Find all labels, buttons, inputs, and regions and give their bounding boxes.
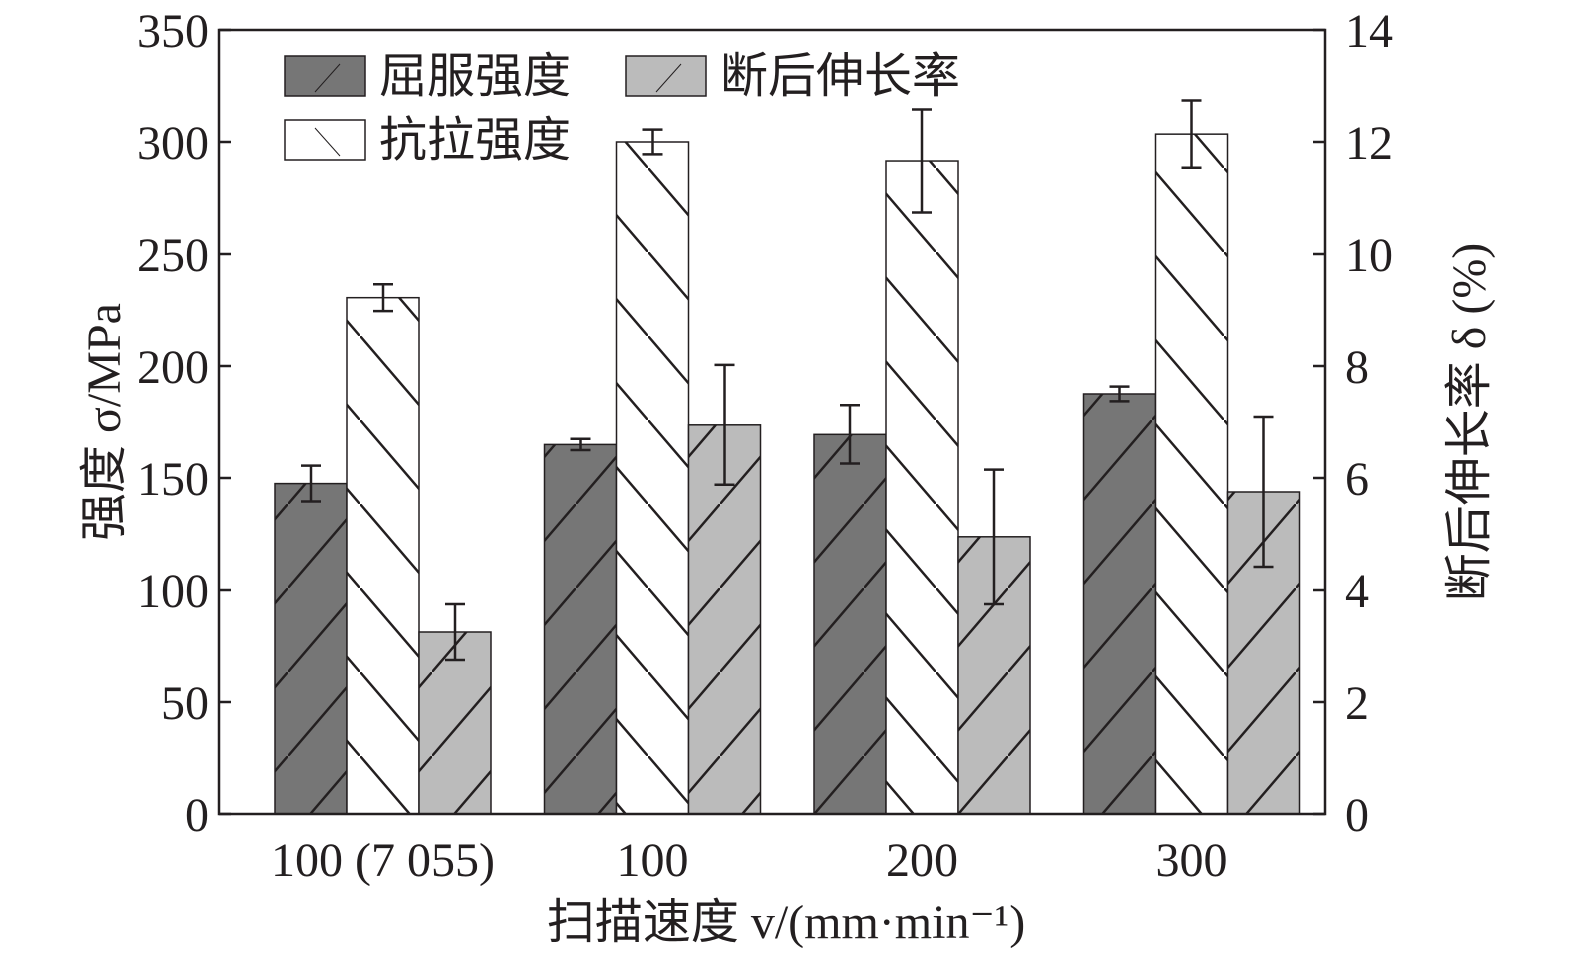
bar-hatch — [616, 142, 689, 814]
x-tick-label: 300 — [1156, 834, 1228, 887]
y-right-tick-label: 0 — [1345, 789, 1369, 842]
bar-hatch — [814, 434, 886, 814]
y-tick-label: 50 — [161, 677, 209, 730]
y-tick-label: 150 — [137, 453, 209, 506]
bar-hatch — [347, 297, 419, 814]
x-tick-label: 100 (7 055) — [271, 834, 495, 887]
y-right-tick-label: 10 — [1345, 229, 1393, 282]
y-tick-label: 300 — [137, 117, 209, 170]
y-tick-label: 350 — [137, 5, 209, 58]
y-axis-right-label: 断后伸长率 δ (%) — [1443, 243, 1496, 602]
legend-swatch — [284, 55, 366, 97]
bar-hatch — [1083, 394, 1156, 814]
legend-label: 断后伸长率 — [720, 50, 960, 103]
bar-hatch — [886, 161, 958, 815]
bar-hatch — [544, 444, 617, 814]
bar-hatch — [1155, 134, 1228, 814]
x-tick-label: 200 — [886, 834, 958, 887]
bar-hatch — [419, 632, 491, 814]
y-right-tick-label: 8 — [1345, 341, 1369, 394]
plot-frame — [217, 28, 1327, 816]
y-right-tick-label: 4 — [1345, 565, 1369, 618]
y-right-tick-label: 2 — [1345, 677, 1369, 730]
legend-label: 抗拉强度 — [379, 114, 571, 167]
y-tick-label: 0 — [185, 789, 209, 842]
bar-hatch — [275, 483, 347, 814]
bar-hatch — [688, 424, 761, 814]
legend-swatch — [284, 119, 366, 161]
legend-label: 屈服强度 — [379, 50, 571, 103]
y-axis-label: 强度 σ/MPa — [78, 303, 131, 541]
y-tick-label: 250 — [137, 229, 209, 282]
legend-swatch — [625, 55, 707, 97]
legend-hatch — [655, 63, 682, 93]
legend-hatch — [314, 63, 341, 93]
y-right-tick-label: 14 — [1345, 5, 1393, 58]
legend-hatch — [314, 127, 341, 157]
y-tick-label: 200 — [137, 341, 209, 394]
y-tick-label: 100 — [137, 565, 209, 618]
y-right-tick-label: 12 — [1345, 117, 1393, 170]
x-tick-label: 100 — [617, 834, 689, 887]
y-right-tick-label: 6 — [1345, 453, 1369, 506]
x-axis-label: 扫描速度 v/(mm·min⁻¹) — [547, 896, 1025, 949]
